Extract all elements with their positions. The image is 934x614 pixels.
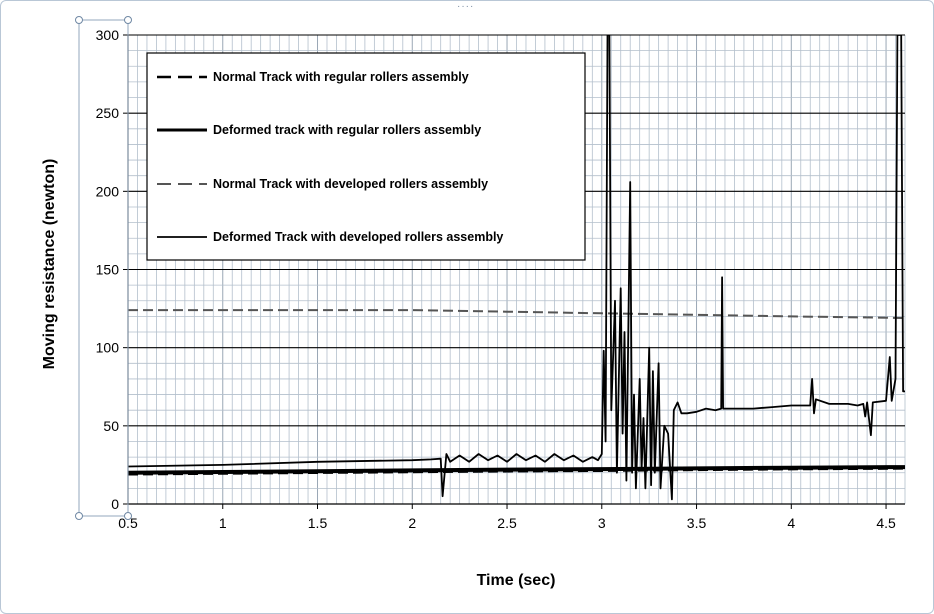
x-tick-label: 3 (598, 515, 606, 531)
y-tick-label: 150 (96, 262, 120, 278)
y-axis-title: Moving resistance (newton) (41, 159, 58, 370)
series-layer (128, 35, 905, 501)
x-tick-label: 2 (408, 515, 416, 531)
y-tick-label: 300 (96, 27, 120, 43)
legend-label: Normal Track with regular rollers assemb… (213, 70, 469, 84)
y-tick-label: 0 (111, 496, 119, 512)
x-tick-label: 0.5 (118, 515, 138, 531)
x-tick-label: 4 (787, 515, 795, 531)
x-axis-title: Time (sec) (477, 572, 556, 589)
legend-items: Normal Track with regular rollers assemb… (157, 70, 503, 244)
legend-label: Deformed track with regular rollers asse… (213, 123, 481, 137)
legend: Normal Track with regular rollers assemb… (146, 52, 586, 261)
y-tick-label: 250 (96, 105, 120, 121)
selection-handle[interactable] (75, 512, 83, 520)
y-tick-label: 50 (103, 418, 119, 434)
legend-label: Normal Track with developed rollers asse… (213, 177, 488, 191)
series-line-4 (128, 35, 905, 501)
selection-handle[interactable] (75, 16, 83, 24)
x-tick-label: 3.5 (687, 515, 707, 531)
legend-box (146, 52, 586, 261)
y-tick-label: 100 (96, 340, 120, 356)
selection-handle[interactable] (124, 512, 132, 520)
series-line-2 (128, 465, 905, 475)
selection-handle[interactable] (124, 16, 132, 24)
y-tick-label: 200 (96, 183, 120, 199)
x-tick-label: 1 (219, 515, 227, 531)
axis-selection-frame[interactable] (75, 16, 132, 520)
legend-label: Deformed Track with developed rollers as… (213, 230, 503, 244)
series-line-3 (128, 309, 905, 319)
x-tick-label: 4.5 (876, 515, 896, 531)
x-tick-label: 1.5 (308, 515, 328, 531)
resize-grip-icon[interactable]: ···· (457, 1, 475, 12)
x-tick-label: 2.5 (497, 515, 517, 531)
